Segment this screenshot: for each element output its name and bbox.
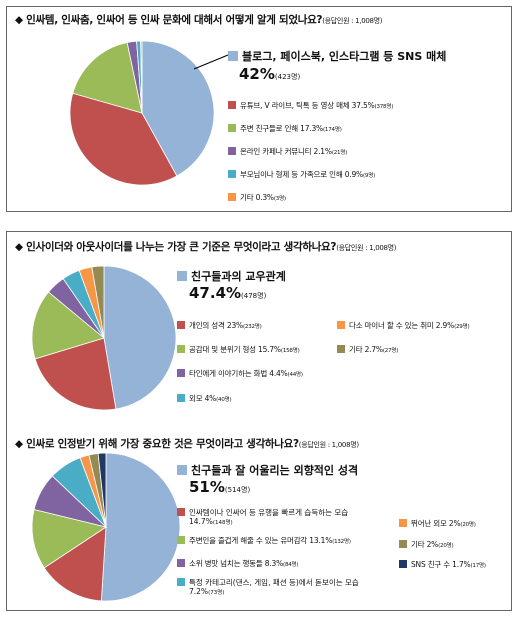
legend-item: 외모 4%(40명) <box>177 393 232 404</box>
leader-line <box>193 54 229 70</box>
pie-slice <box>31 291 105 360</box>
legend-swatch <box>177 369 185 377</box>
legend-item: 부모님이나 형제 등 가족으로 인해 0.9%(9명) <box>228 169 375 180</box>
legend-item: SNS 친구 수 1.7%(17명) <box>399 559 486 570</box>
legend-item: 기타 2.7%(27명) <box>337 344 398 355</box>
legend-item: 다소 마이너 할 수 있는 취미 2.9%(29명) <box>337 320 470 331</box>
legend-item: 주변 친구들로 인해 17.3%(174명) <box>228 123 342 134</box>
legend-swatch <box>177 345 185 353</box>
legend-swatch <box>177 321 185 329</box>
legend-item: 유튜브, V 라이브, 틱톡 등 영상 매체 37.5%(378명) <box>228 100 393 111</box>
pie-chart <box>31 452 181 602</box>
legend-item: 온라인 카페나 커뮤니티 2.1%(21명) <box>228 146 347 157</box>
pie-slice <box>43 526 107 602</box>
legend-swatch <box>177 536 185 544</box>
legend-item: 특정 카테고리(댄스, 게임, 패션 등)에서 돋보이는 모습 7.2%(73명… <box>177 578 359 598</box>
legend-item: 친구들과의 교우관계 <box>177 268 286 284</box>
legend-item: 개인의 성격 23%(232명) <box>177 320 262 331</box>
legend-item: 소위 병맛 넘치는 행동들 8.3%(84명) <box>177 558 299 569</box>
survey-panel-2: ◆ 인사이더와 아웃사이더를 나누는 가장 큰 기준은 무엇이라고 생각하나요?… <box>6 231 512 611</box>
legend-swatch <box>337 345 345 353</box>
legend-swatch <box>228 51 238 61</box>
pie-slice <box>69 92 178 186</box>
legend-swatch <box>177 271 187 281</box>
legend-swatch <box>177 394 185 402</box>
question-title: ◆ 인사이더와 아웃사이더를 나누는 가장 큰 기준은 무엇이라고 생각하나요?… <box>15 241 397 253</box>
legend-swatch <box>399 540 407 548</box>
legend-item-sns: 블로그, 페이스북, 인스타그램 등 SNS 매체 <box>228 48 446 64</box>
pie-slice <box>31 509 107 569</box>
legend-swatch <box>228 147 236 155</box>
legend-item: 기타 2%(20명) <box>399 539 454 550</box>
pie-slice <box>141 40 215 177</box>
top-percent: 51%(514명) <box>189 478 251 496</box>
legend-swatch <box>399 519 407 527</box>
legend-swatch <box>228 170 236 178</box>
legend-swatch <box>337 321 345 329</box>
pie-slice <box>100 452 181 602</box>
legend-item: 뛰어난 외모 2%(20명) <box>399 518 476 529</box>
pie-slice <box>103 265 177 410</box>
legend-item: 공감대 및 분위기 형성 15.7%(158명) <box>177 344 300 355</box>
legend-item: 인싸템이나 인싸어 등 유행을 빠르게 습득하는 모습 14.7%(148명) <box>177 508 348 528</box>
question-title: ◆ 인싸템, 인싸춤, 인싸어 등 인싸 문화에 대해서 어떻게 알게 되었나요… <box>15 14 383 26</box>
legend-swatch <box>399 560 407 568</box>
legend-swatch <box>177 508 185 516</box>
top-percent: 47.4%(478명) <box>189 284 267 302</box>
pie-slice <box>91 265 105 339</box>
legend-swatch <box>228 124 236 132</box>
legend-swatch <box>177 578 185 586</box>
survey-panel-1: ◆ 인싸템, 인싸춤, 인싸어 등 인싸 문화에 대해서 어떻게 알게 되었나요… <box>6 6 512 212</box>
legend-item: 기타 0.3%(3명) <box>228 192 286 203</box>
legend-item: 타인에게 이야기하는 화법 4.4%(44명) <box>177 368 303 379</box>
legend-swatch <box>228 101 236 109</box>
legend-swatch <box>228 193 236 201</box>
legend-item: 친구들과 잘 어울리는 외향적인 성격 <box>177 462 358 478</box>
legend-item: 주변인을 즐겁게 해줄 수 있는 유머감각 13.1%(132명) <box>177 535 351 546</box>
pie-slice <box>97 452 107 528</box>
pie-slice <box>140 40 143 114</box>
legend-swatch <box>177 559 185 567</box>
pie-chart <box>31 265 177 411</box>
pie-chart <box>69 40 215 186</box>
question-title: ◆ 인싸로 인정받기 위해 가장 중요한 것은 무엇이라고 생각하나요?(응답인… <box>15 438 359 450</box>
top-percent: 42%(423명) <box>239 65 301 83</box>
pie-slice <box>72 42 143 114</box>
pie-slice <box>34 337 117 411</box>
legend-swatch <box>177 465 187 475</box>
